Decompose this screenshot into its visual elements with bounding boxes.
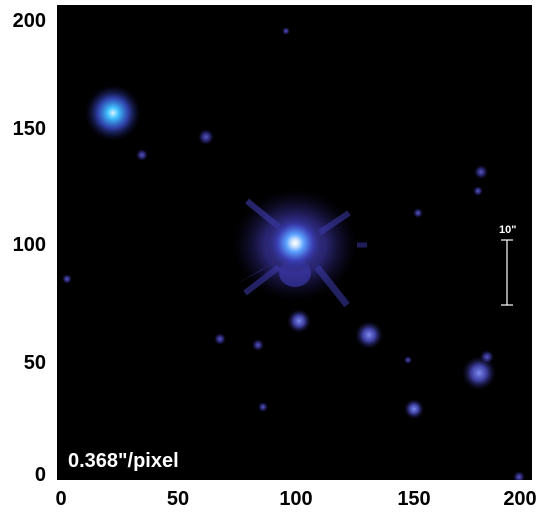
- faint-star-4: [473, 186, 483, 196]
- y-tick-0: 0: [34, 464, 46, 486]
- faint-star-1: [198, 129, 214, 145]
- y-tick-100: 100: [12, 234, 46, 256]
- x-tick-150: 150: [397, 488, 431, 510]
- pixel-scale-label: 0.368"/pixel: [68, 450, 179, 472]
- y-tick-150: 150: [12, 118, 46, 140]
- x-tick-50: 50: [166, 488, 190, 510]
- faint-star-12: [513, 471, 525, 480]
- upper-left-star: [85, 85, 141, 141]
- faint-star-7: [62, 274, 72, 284]
- faint-star-9: [252, 339, 264, 351]
- scale-bar: [501, 239, 513, 306]
- star-below-center: [287, 309, 311, 333]
- faint-star-8: [214, 333, 226, 345]
- y-tick-50: 50: [23, 352, 46, 374]
- star-field-svg: [57, 5, 532, 480]
- faint-star-2: [136, 149, 148, 161]
- star-mid-right: [355, 321, 383, 349]
- faint-star-11: [404, 356, 412, 364]
- star-bottom-center: [404, 399, 424, 419]
- central-star: [233, 189, 367, 308]
- faint-star-3: [474, 165, 488, 179]
- x-tick-0: 0: [55, 488, 67, 510]
- x-tick-100: 100: [279, 488, 313, 510]
- faint-star-5: [413, 208, 423, 218]
- faint-star-10: [258, 402, 268, 412]
- faint-star-6: [282, 27, 290, 35]
- star-field-image: [57, 5, 532, 480]
- lower-right-star: [462, 356, 496, 390]
- scale-bar-label: 10": [499, 224, 517, 236]
- x-tick-200: 200: [503, 488, 537, 510]
- lower-right-companion: [480, 350, 494, 364]
- y-tick-200: 200: [12, 10, 46, 32]
